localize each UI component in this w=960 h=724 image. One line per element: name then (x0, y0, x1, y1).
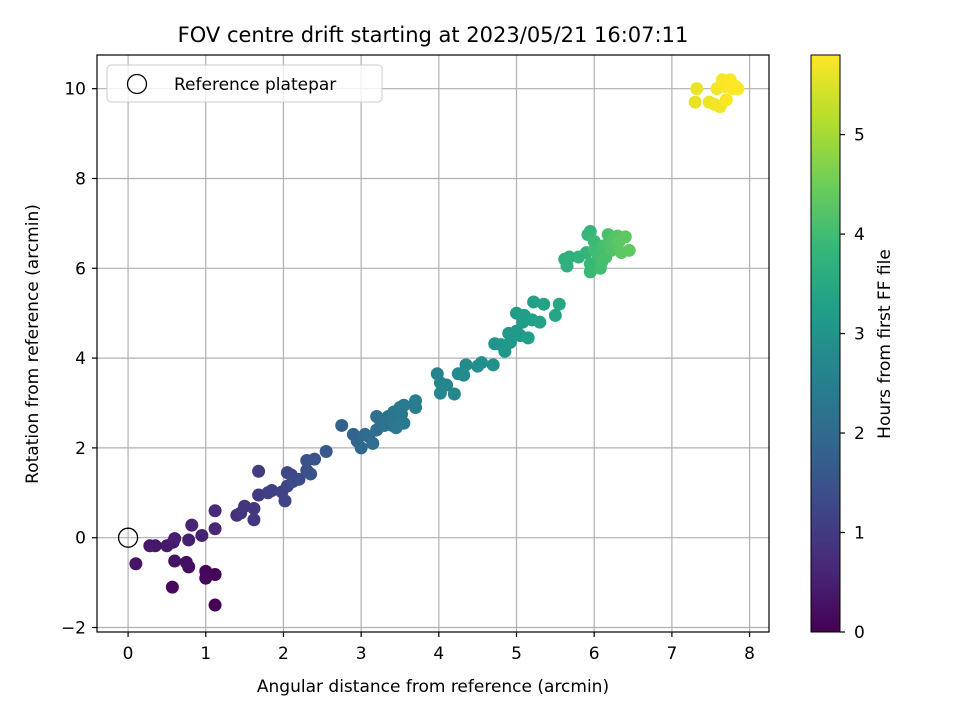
data-point (292, 472, 306, 486)
grid (97, 55, 769, 632)
x-tick-label: 7 (666, 644, 677, 664)
data-point (252, 464, 266, 478)
x-tick-label: 4 (433, 644, 444, 664)
y-tick-label: 2 (75, 439, 86, 459)
data-point (247, 502, 261, 516)
data-point (457, 368, 471, 382)
y-axis-label: Rotation from reference (arcmin) (23, 204, 43, 484)
data-point (182, 533, 196, 547)
data-point (278, 494, 292, 508)
data-point (548, 308, 562, 322)
x-tick-label: 1 (200, 644, 211, 664)
data-point (199, 571, 213, 585)
colorbar-label: Hours from first FF file (875, 249, 895, 439)
colorbar-gradient (810, 54, 841, 633)
legend-label: Reference platepar (174, 75, 336, 95)
data-point (208, 522, 222, 536)
y-tick-label: 10 (64, 80, 86, 100)
legend-open-circle-icon (126, 73, 148, 95)
data-point (397, 398, 411, 412)
y-tick-label: 0 (75, 529, 86, 549)
colorbar: 0 1 2 3 4 5 Hours from first FF file (810, 54, 895, 643)
colorbar-tick-label: 3 (854, 325, 865, 345)
data-point (397, 416, 411, 430)
data-point (583, 224, 597, 238)
x-tick-label: 8 (744, 644, 755, 664)
data-point (185, 518, 199, 532)
data-point (533, 315, 547, 329)
legend: Reference platepar (106, 64, 383, 103)
x-tick-label: 6 (589, 644, 600, 664)
data-point (459, 358, 473, 372)
data-point (148, 539, 162, 553)
data-point (179, 555, 193, 569)
data-point (440, 378, 454, 392)
data-point (335, 418, 349, 432)
y-tick-label: −2 (61, 619, 86, 639)
data-point (622, 243, 636, 257)
colorbar-tick-label: 0 (854, 623, 865, 643)
data-point (129, 557, 143, 571)
x-tick-label: 5 (511, 644, 522, 664)
data-point (690, 82, 704, 96)
colorbar-tick-label: 5 (854, 126, 865, 146)
data-point (583, 265, 597, 279)
points (129, 73, 745, 612)
y-tick-label: 8 (75, 169, 86, 189)
data-point (562, 250, 576, 264)
data-point (208, 598, 222, 612)
colorbar-tick-label: 2 (854, 424, 865, 444)
x-axis-label: Angular distance from reference (arcmin) (257, 677, 609, 697)
reference-marker-layer (117, 527, 139, 548)
reference-platepar-marker (117, 527, 139, 548)
data-point (354, 441, 368, 455)
data-point (688, 95, 702, 109)
data-point (366, 436, 380, 450)
plot-frame (96, 54, 770, 633)
data-point (552, 297, 566, 311)
data-point (719, 93, 733, 107)
data-point (168, 532, 182, 546)
data-point (265, 484, 279, 498)
data-point (319, 444, 333, 458)
data-point (308, 452, 322, 466)
data-point (475, 356, 489, 370)
data-point (527, 295, 541, 309)
data-point (486, 358, 500, 372)
y-axis-ticks: −2 0 2 4 6 8 10 (61, 80, 97, 639)
colorbar-tick-label: 1 (854, 524, 865, 544)
x-tick-label: 2 (278, 644, 289, 664)
data-point (537, 297, 551, 311)
data-point (618, 230, 632, 244)
y-tick-label: 6 (75, 259, 86, 279)
data-point (521, 331, 535, 345)
data-point (447, 387, 461, 401)
data-point (165, 580, 179, 594)
colorbar-ticks: 0 1 2 3 4 5 (840, 126, 865, 643)
data-point (409, 394, 423, 408)
x-axis-ticks: 0 1 2 3 4 5 6 7 8 (123, 632, 755, 664)
y-tick-label: 4 (75, 349, 86, 369)
data-point (195, 528, 209, 542)
data-point (731, 82, 745, 96)
data-point (247, 513, 261, 527)
colorbar-tick-label: 4 (854, 225, 865, 245)
data-point (304, 467, 318, 481)
data-point (503, 335, 517, 349)
legend-box (106, 64, 383, 103)
data-point (168, 554, 182, 568)
x-tick-label: 0 (123, 644, 134, 664)
x-tick-label: 3 (356, 644, 367, 664)
data-point (208, 504, 222, 518)
chart-title: FOV centre drift starting at 2023/05/21 … (178, 23, 689, 47)
